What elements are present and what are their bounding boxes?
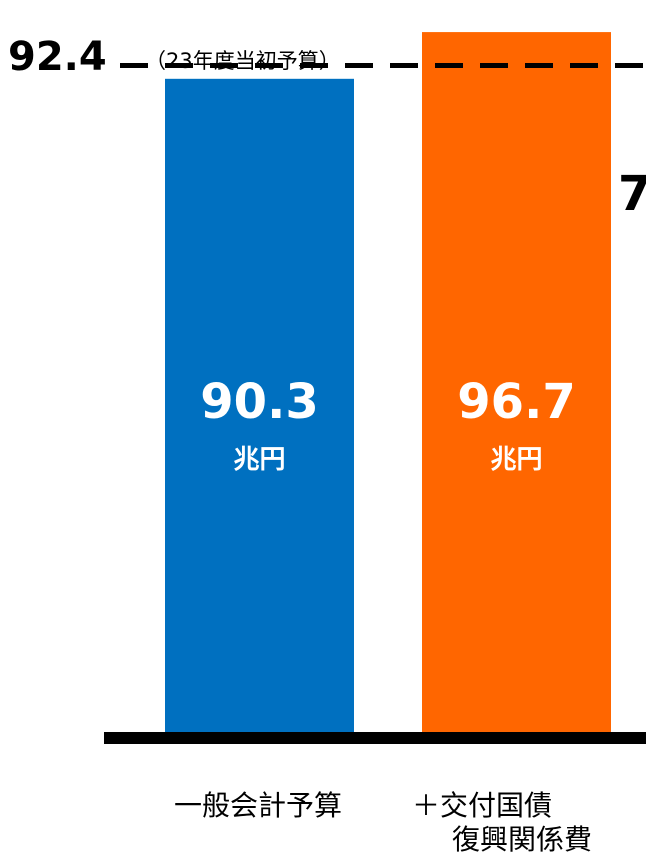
reference-note-label: （23年度当初予算） — [145, 49, 340, 73]
bar-1-unit-label: 兆円 — [233, 445, 285, 475]
bar-1 — [165, 78, 354, 738]
category-label-1-line-1: 一般会計予算 — [174, 789, 342, 822]
bar-1-value-label: 90.3 — [200, 374, 318, 430]
bar-2 — [422, 32, 611, 738]
bar-2-value-label: 96.7 — [457, 374, 575, 430]
category-label-2-line-2: 復興関係費 — [452, 823, 592, 856]
reference-value-label: 92.4 — [8, 34, 107, 80]
partial-value-label: 7 — [618, 166, 646, 222]
category-label-2-line-1: ＋交付国債 — [412, 789, 552, 822]
bar-2-unit-label: 兆円 — [490, 445, 542, 475]
bars-group: 90.3 兆円 96.7 兆円 — [165, 32, 611, 738]
